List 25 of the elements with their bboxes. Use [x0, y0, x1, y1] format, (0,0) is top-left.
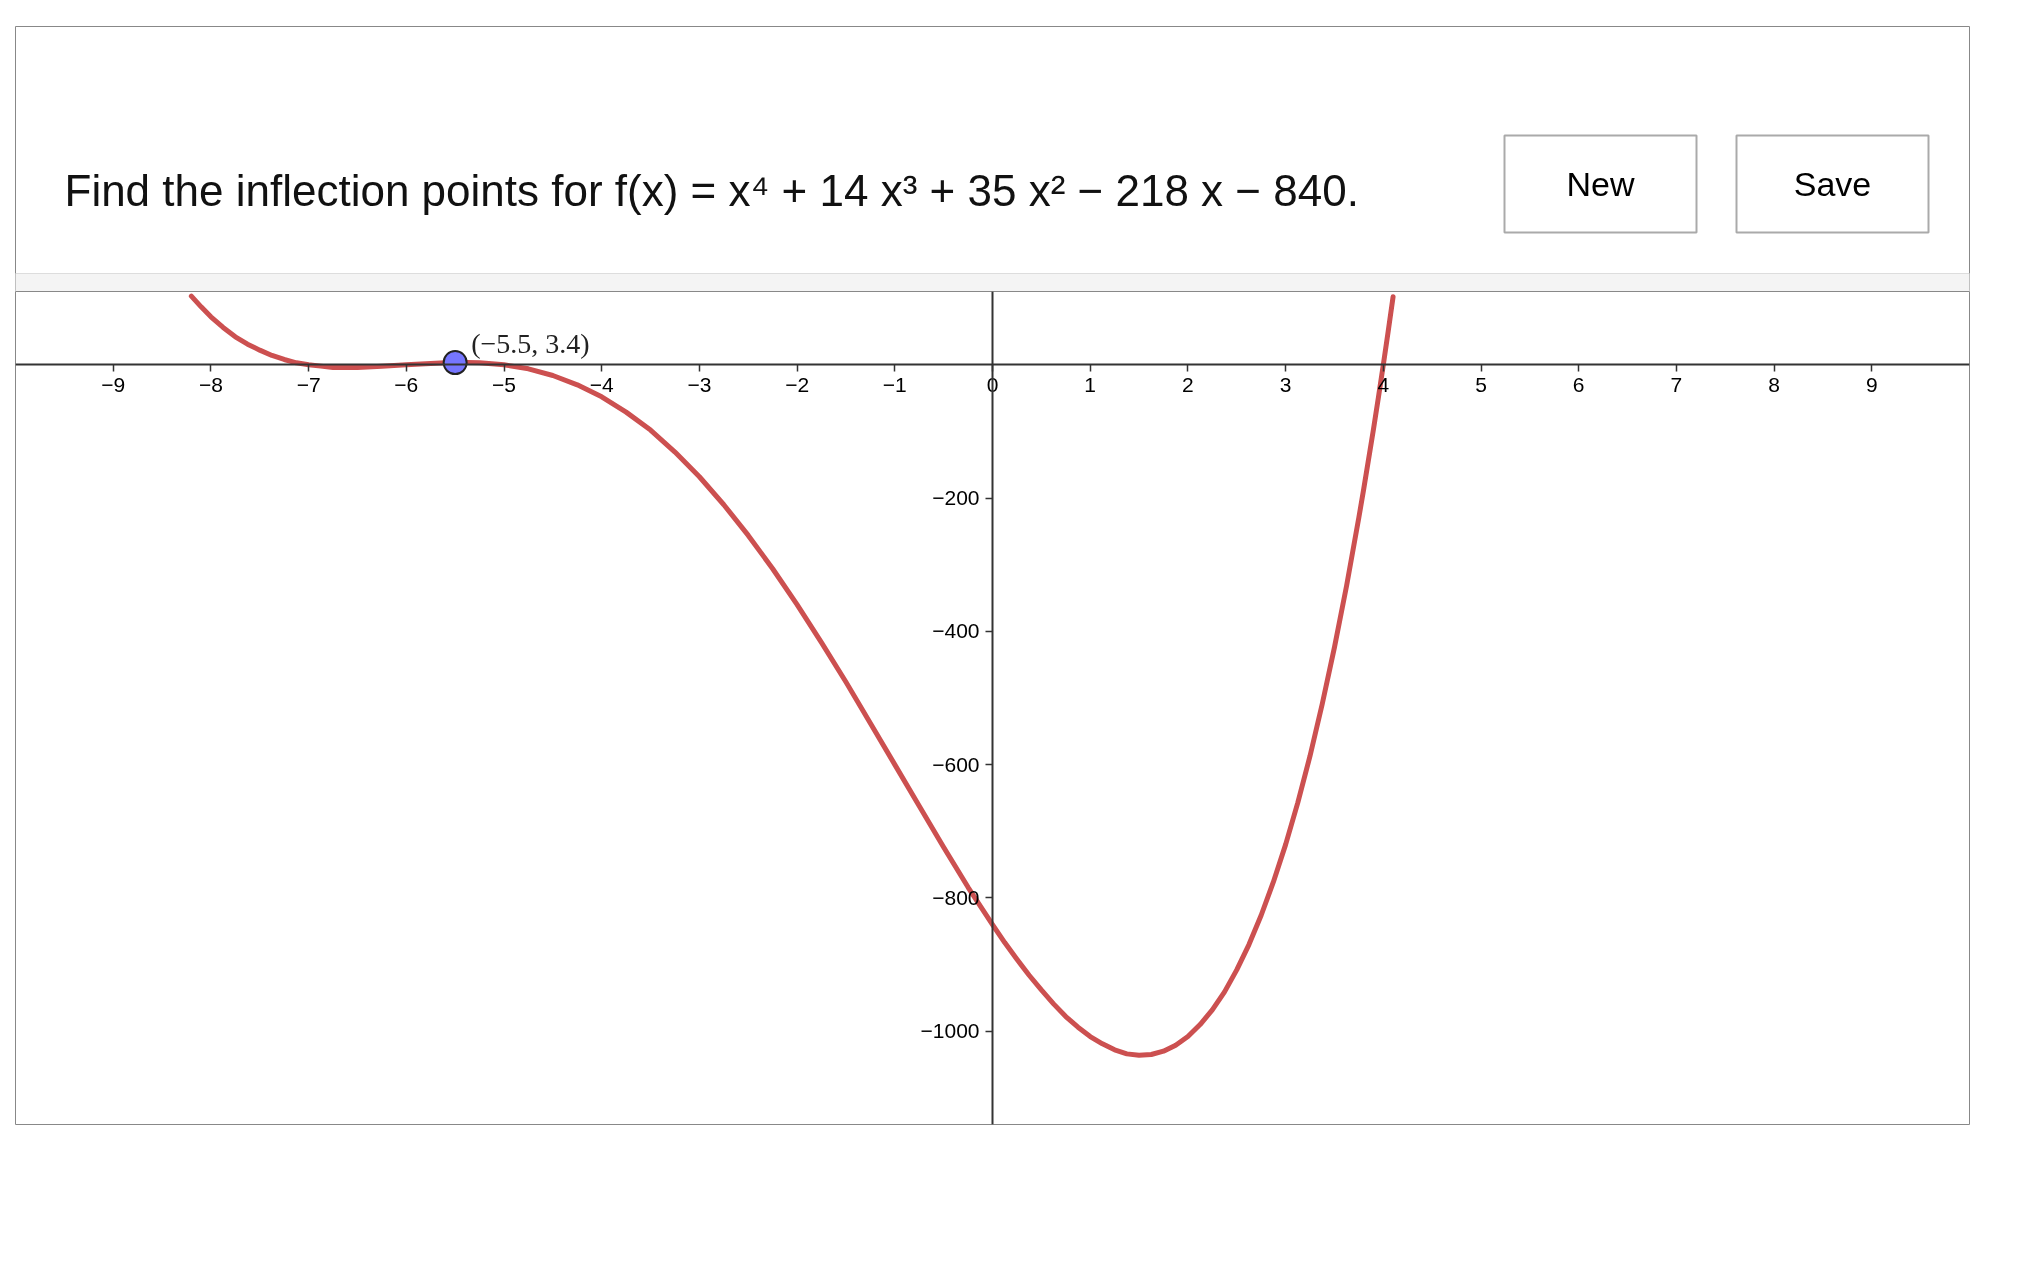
- x-tick-label: 2: [1182, 372, 1194, 396]
- x-tick-label: −4: [589, 372, 614, 396]
- x-tick-label: 9: [1865, 372, 1878, 396]
- x-tick-label: −3: [687, 372, 712, 396]
- x-tick-label: 1: [1084, 372, 1097, 396]
- x-tick-label: 8: [1768, 372, 1780, 396]
- x-tick-label: −1: [882, 372, 907, 396]
- x-tick-label: −2: [785, 372, 810, 396]
- x-tick-label: 3: [1279, 372, 1292, 396]
- text: Save: [1793, 165, 1872, 203]
- annotation: (−5.5, 3.4): [471, 327, 590, 359]
- x-tick-label: 7: [1670, 372, 1683, 396]
- x-tick-label: 6: [1572, 372, 1585, 396]
- x-tick-label: −7: [296, 372, 321, 396]
- y-tick-label: −600: [932, 752, 980, 776]
- y-tick-label: −200: [932, 486, 980, 510]
- y-tick-label: −1000: [920, 1019, 980, 1043]
- x-tick-label: −9: [101, 372, 126, 396]
- text: New: [1566, 165, 1635, 203]
- chart-title: Find the inflection points for f(x) = x⁴ + 14 x³ + 35 x² − 218 x − 840.: [64, 166, 1359, 215]
- x-tick-label: −8: [198, 372, 223, 396]
- x-tick-label: −6: [394, 372, 419, 396]
- y-tick-label: −400: [932, 619, 980, 643]
- x-tick-label: 5: [1475, 372, 1487, 396]
- x-tick-label: −5: [492, 372, 516, 396]
